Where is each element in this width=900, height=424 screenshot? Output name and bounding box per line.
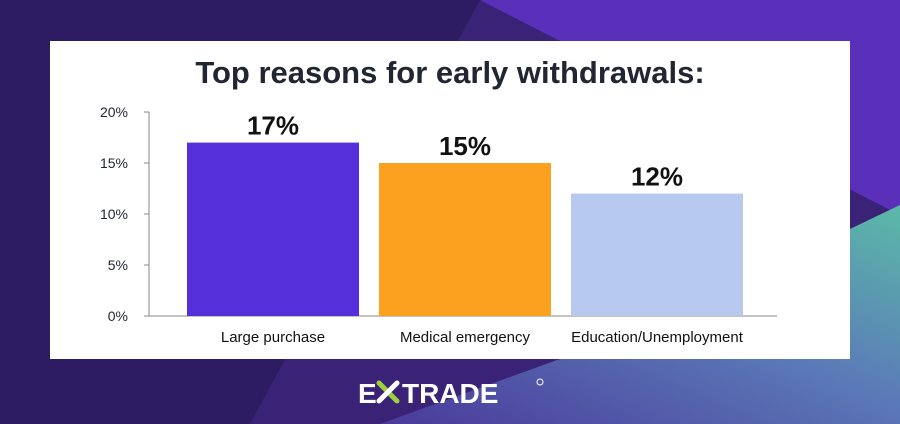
bar-value-label: 17% [247, 111, 299, 141]
x-category-label: Medical emergency [400, 329, 531, 346]
logo-star-icon [376, 380, 400, 404]
etrade-logo: E TRADE [358, 378, 544, 408]
y-tick-label: 15% [100, 155, 128, 171]
logo-letters-trade: TRADE [402, 378, 498, 408]
y-tick-label: 20% [100, 104, 128, 120]
bar-value-label: 12% [631, 162, 683, 192]
x-category-label: Large purchase [221, 329, 325, 346]
bar [379, 163, 551, 316]
bar-value-label: 15% [439, 131, 491, 161]
y-tick-label: 0% [108, 308, 128, 324]
registered-mark-icon [536, 378, 544, 386]
bar [187, 142, 359, 316]
bar [571, 193, 743, 316]
logo-letter-e: E [358, 378, 377, 408]
y-tick-label: 5% [108, 257, 128, 273]
bar-chart: 0% 5% 10% 15% 20% 17% Large purchase 15% Medical… [100, 104, 777, 346]
y-tick-label: 10% [100, 206, 128, 222]
x-category-label: Education/Unemployment [571, 329, 744, 346]
chart-title: Top reasons for early withdrawals: [195, 55, 705, 90]
chart-card: Top reasons for early withdrawals: 0% 5% 1… [50, 41, 850, 359]
